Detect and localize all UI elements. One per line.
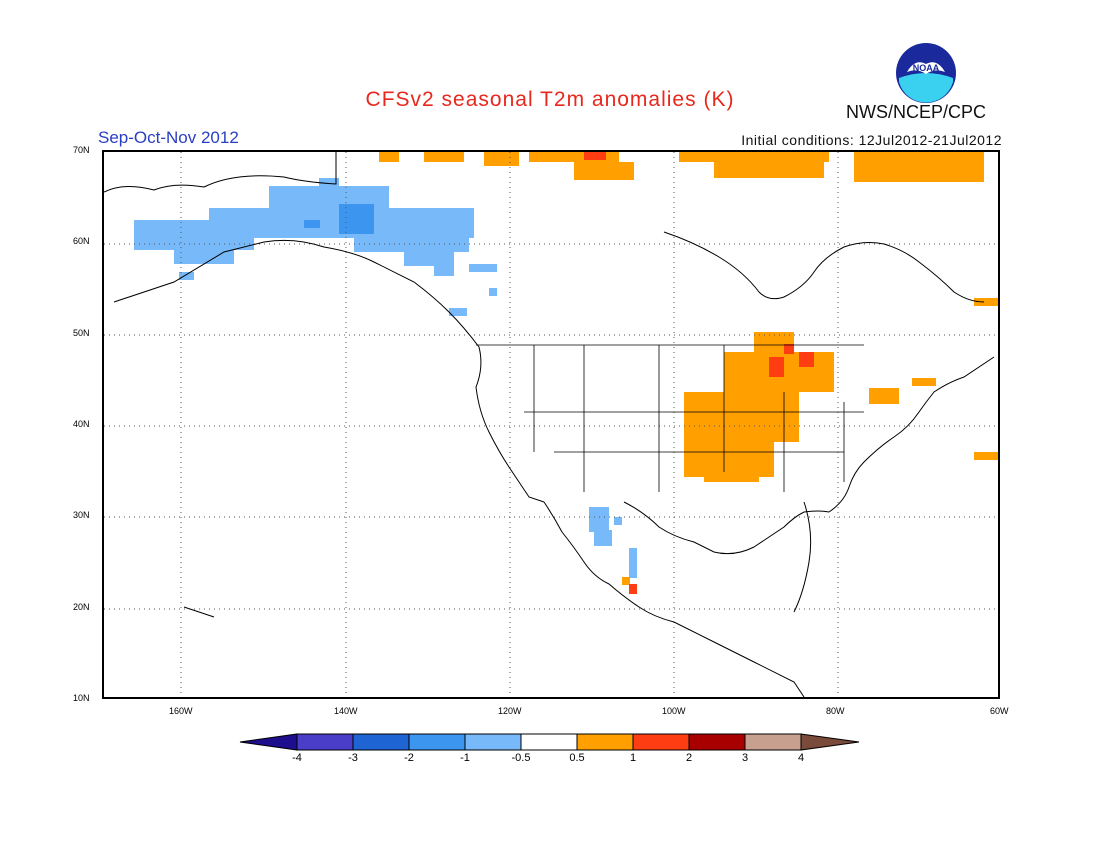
lat-label-20n: 20N	[73, 602, 90, 612]
logo-text: NOAA	[913, 63, 940, 73]
lat-label-10n: 10N	[73, 693, 90, 703]
graticule	[104, 152, 998, 697]
colorbar-tick-label: 4	[797, 752, 805, 764]
coastlines	[104, 152, 995, 697]
colorbar-tick-label: 1	[629, 752, 637, 764]
colorbar-tick-label: -3	[348, 752, 358, 764]
positive-anomaly-strong	[584, 152, 814, 594]
colorbar-swatch	[688, 733, 746, 751]
colorbar-swatch	[576, 733, 634, 751]
colorbar-swatch	[744, 733, 802, 751]
colorbar-tick-label: 2	[685, 752, 693, 764]
lon-label-100w: 100W	[662, 706, 686, 716]
map-canvas	[104, 152, 998, 697]
map-title: CFSv2 seasonal T2m anomalies (K)	[365, 88, 735, 111]
colorbar-tick-label: -4	[292, 752, 302, 764]
colorbar-tick-label: -1	[460, 752, 470, 764]
noaa-logo-icon: NOAA	[895, 42, 957, 104]
lon-label-120w: 120W	[498, 706, 522, 716]
colorbar-swatch	[520, 733, 578, 751]
anomaly-map	[102, 150, 1000, 699]
season-label: Sep-Oct-Nov 2012	[98, 128, 239, 147]
lon-label-60w: 60W	[990, 706, 1009, 716]
state-borders	[476, 344, 864, 492]
colorbar-tick-label: -0.5	[511, 752, 531, 764]
lon-label-160w: 160W	[169, 706, 193, 716]
colorbar-tick-label: 0.5	[569, 752, 585, 764]
colorbar-swatch	[352, 733, 410, 751]
positive-anomaly-region	[379, 152, 998, 585]
lat-label-60n: 60N	[73, 236, 90, 246]
negative-anomaly-region	[134, 178, 637, 578]
colorbar-max-arrow	[800, 733, 860, 751]
agency-label: NWS/NCEP/CPC	[846, 102, 987, 122]
lat-label-50n: 50N	[73, 328, 90, 338]
lon-label-80w: 80W	[826, 706, 845, 716]
colorbar-swatch	[296, 733, 354, 751]
lat-label-30n: 30N	[73, 510, 90, 520]
colorbar-tick-label: -2	[404, 752, 414, 764]
lat-label-40n: 40N	[73, 419, 90, 429]
lat-label-70n: 70N	[73, 145, 90, 155]
negative-anomaly-strong	[304, 204, 374, 234]
colorbar-swatch	[408, 733, 466, 751]
colorbar-swatch	[632, 733, 690, 751]
lon-label-140w: 140W	[334, 706, 358, 716]
colorbar-tick-label: 3	[741, 752, 749, 764]
initial-conditions-label: Initial conditions: 12Jul2012-21Jul2012	[741, 132, 1002, 148]
colorbar-min-arrow	[239, 733, 298, 751]
colorbar-swatch	[464, 733, 522, 751]
